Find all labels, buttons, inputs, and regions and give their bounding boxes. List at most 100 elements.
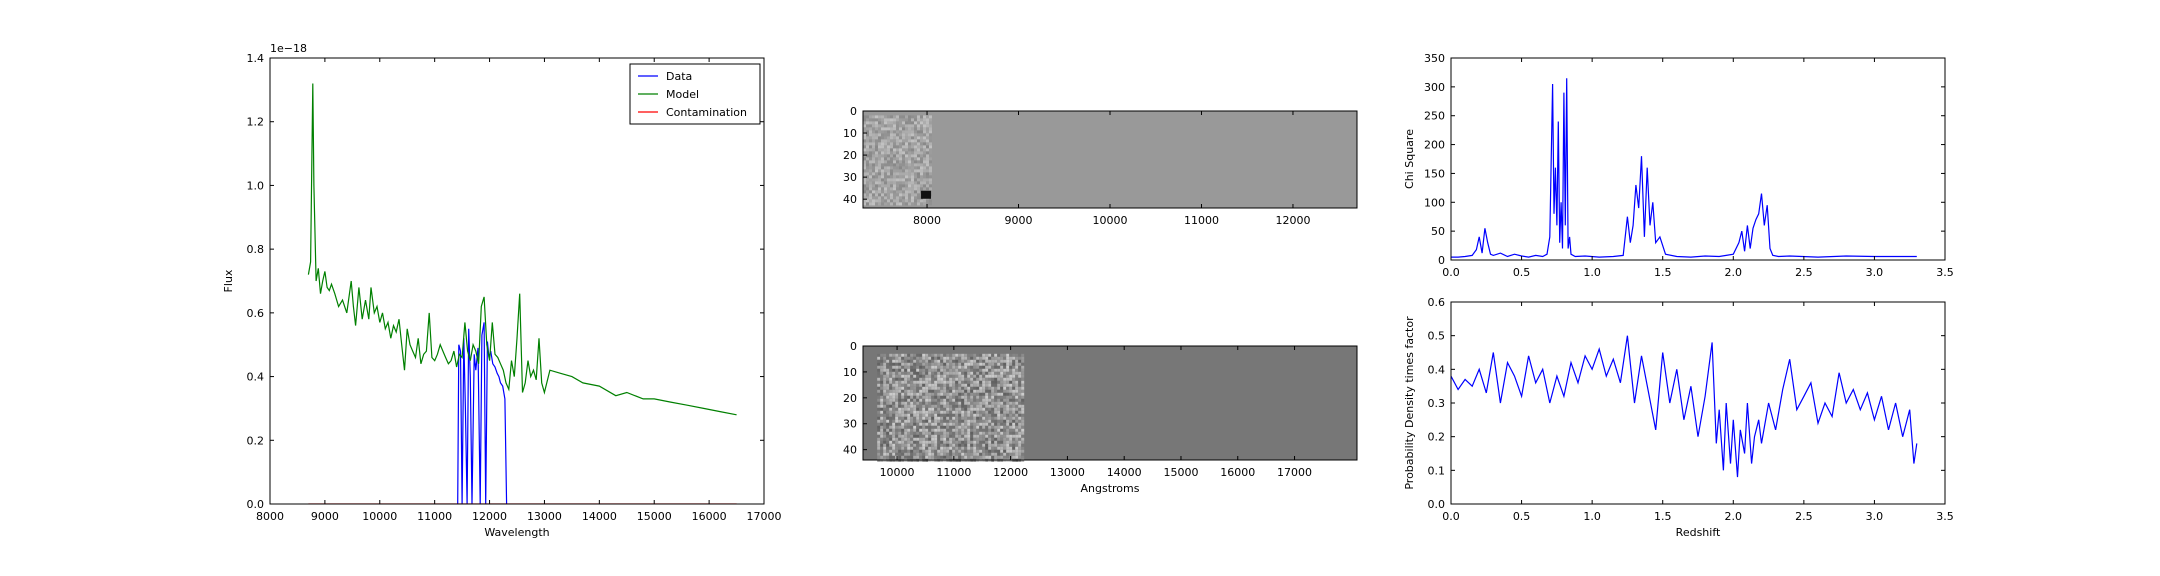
noise-pixel (878, 157, 881, 161)
noise-pixel (869, 169, 872, 173)
noise-pixel (934, 371, 938, 375)
noise-pixel (911, 169, 914, 173)
noise-pixel (991, 413, 995, 417)
noise-pixel (895, 419, 899, 423)
noise-pixel (929, 181, 932, 185)
noise-pixel (920, 115, 923, 119)
noise-pixel (967, 353, 971, 357)
noise-pixel (869, 142, 872, 146)
noise-pixel (889, 455, 893, 459)
noise-pixel (883, 356, 887, 360)
noise-pixel (985, 359, 989, 363)
noise-pixel (892, 440, 896, 444)
noise-pixel (943, 359, 947, 363)
noise-pixel (1012, 395, 1016, 399)
noise-pixel (1003, 398, 1007, 402)
noise-pixel (914, 166, 917, 170)
noise-pixel (943, 392, 947, 396)
noise-pixel (922, 365, 926, 369)
noise-pixel (1006, 362, 1010, 366)
noise-pixel (883, 422, 887, 426)
noise-pixel (997, 368, 1001, 372)
noise-pixel (925, 386, 929, 390)
x-tick-label: 16000 (1220, 466, 1255, 479)
noise-pixel (976, 398, 980, 402)
noise-pixel (1015, 359, 1019, 363)
noise-pixel (1000, 377, 1004, 381)
noise-pixel (994, 413, 998, 417)
noise-pixel (907, 413, 911, 417)
noise-pixel (994, 440, 998, 444)
noise-pixel (931, 425, 935, 429)
noise-pixel (988, 377, 992, 381)
noise-pixel (911, 202, 914, 206)
noise-pixel (1006, 374, 1010, 378)
noise-pixel (961, 443, 965, 447)
noise-pixel (883, 359, 887, 363)
noise-pixel (1018, 428, 1022, 432)
noise-pixel (883, 365, 887, 369)
noise-pixel (1015, 368, 1019, 372)
noise-pixel (925, 356, 929, 360)
noise-pixel (949, 455, 953, 459)
noise-pixel (926, 199, 929, 203)
noise-pixel (884, 127, 887, 131)
noise-pixel (923, 160, 926, 164)
noise-pixel (1009, 437, 1013, 441)
noise-pixel (925, 416, 929, 420)
noise-pixel (899, 133, 902, 137)
noise-pixel (979, 371, 983, 375)
noise-pixel (949, 443, 953, 447)
noise-pixel (946, 455, 950, 459)
noise-pixel (913, 449, 917, 453)
noise-pixel (934, 440, 938, 444)
noise-pixel (946, 389, 950, 393)
noise-pixel (922, 401, 926, 405)
noise-pixel (961, 440, 965, 444)
noise-pixel (958, 434, 962, 438)
noise-pixel (967, 389, 971, 393)
noise-pixel (940, 377, 944, 381)
noise-pixel (991, 389, 995, 393)
noise-pixel (896, 190, 899, 194)
noise-pixel (898, 404, 902, 408)
noise-pixel (905, 127, 908, 131)
noise-pixel (1018, 443, 1022, 447)
noise-pixel (902, 121, 905, 125)
noise-pixel (943, 416, 947, 420)
noise-pixel (1000, 389, 1004, 393)
noise-pixel (907, 392, 911, 396)
y-tick-label: 20 (843, 149, 857, 162)
noise-pixel (1003, 431, 1007, 435)
noise-pixel (916, 446, 920, 450)
noise-pixel (964, 413, 968, 417)
noise-pixel (988, 365, 992, 369)
noise-pixel (964, 368, 968, 372)
noise-pixel (952, 371, 956, 375)
noise-pixel (875, 190, 878, 194)
noise-pixel (988, 449, 992, 453)
noise-pixel (916, 419, 920, 423)
noise-pixel (961, 359, 965, 363)
noise-pixel (926, 160, 929, 164)
noise-pixel (1021, 410, 1025, 414)
noise-pixel (982, 455, 986, 459)
noise-pixel (901, 365, 905, 369)
noise-pixel (1018, 383, 1022, 387)
noise-pixel (919, 431, 923, 435)
noise-pixel (911, 187, 914, 191)
noise-pixel (991, 422, 995, 426)
noise-pixel (994, 416, 998, 420)
y-tick-label: 10 (843, 127, 857, 140)
noise-pixel (1006, 392, 1010, 396)
noise-pixel (979, 386, 983, 390)
noise-pixel (985, 392, 989, 396)
noise-pixel (919, 425, 923, 429)
noise-pixel (880, 404, 884, 408)
noise-pixel (1021, 362, 1025, 366)
noise-pixel (952, 377, 956, 381)
y-tick-label: 0 (850, 340, 857, 353)
x-tick-label: 11000 (936, 466, 971, 479)
noise-pixel (896, 154, 899, 158)
noise-pixel (1012, 434, 1016, 438)
